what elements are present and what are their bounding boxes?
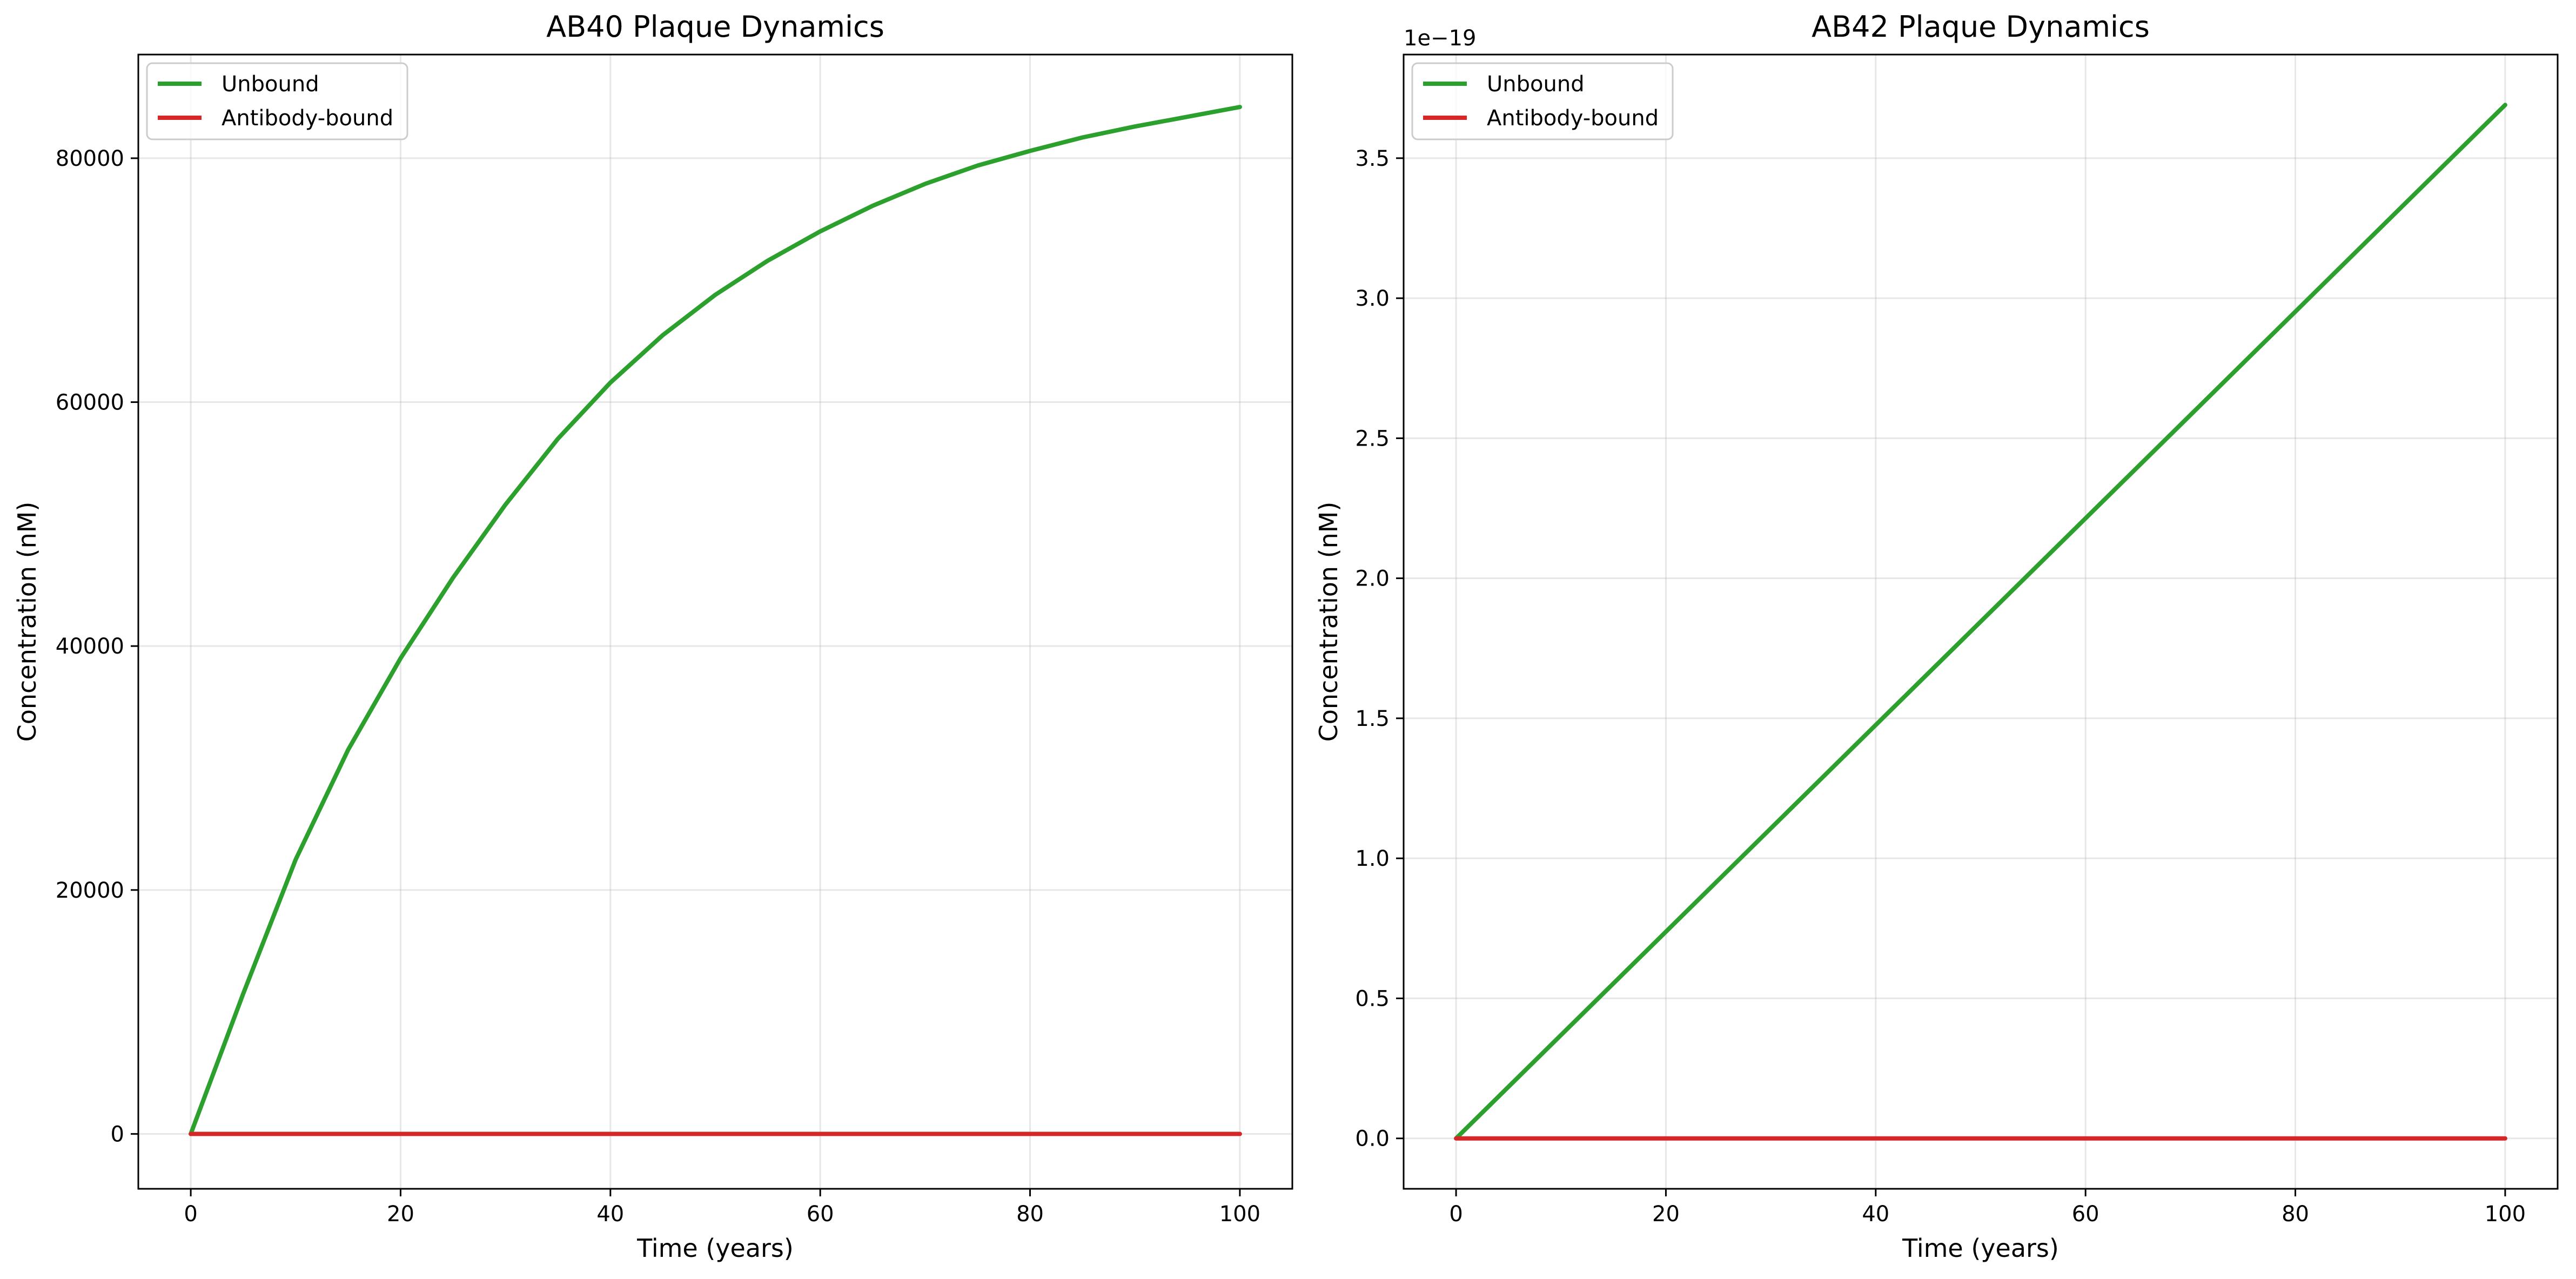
x-tick-label: 0 (184, 1202, 197, 1227)
y-axis-label: Concentration (nM) (12, 502, 42, 742)
series-line-unbound (1454, 103, 2507, 1141)
y-tick-label: 40000 (56, 634, 124, 659)
ab42-panel: 0 20 40 60 80 100 0.0 0.5 1.0 1.5 2.0 2.5 3.0 3.5 AB4… (1314, 10, 2559, 1263)
y-tick-label: 3.5 (1355, 146, 1390, 171)
x-tick-label: 20 (387, 1202, 414, 1227)
plot-frame (1403, 53, 2559, 1190)
x-tick-label: 60 (2072, 1202, 2099, 1227)
x-tick-label: 100 (1219, 1202, 1260, 1227)
legend: Unbound Antibody-bound (1411, 62, 1674, 140)
chart-title: AB40 Plaque Dynamics (546, 10, 884, 44)
x-tick-label: 80 (1016, 1202, 1044, 1227)
legend-label-antibody-bound: Antibody-bound (222, 106, 393, 131)
y-tick-label: 3.0 (1355, 286, 1390, 311)
legend-box (146, 62, 408, 140)
x-tick-label: 40 (596, 1202, 624, 1227)
y-tick-label: 1.5 (1355, 706, 1390, 731)
x-axis-label: Time (years) (1902, 1234, 2059, 1263)
y-tick-label: 80000 (56, 146, 124, 171)
chart-title: AB42 Plaque Dynamics (1812, 10, 2150, 44)
legend-label-unbound: Unbound (1487, 72, 1585, 97)
y-tick-label: 1.0 (1355, 846, 1390, 871)
y-tick-label: 2.5 (1355, 426, 1390, 451)
y-tick-label: 20000 (56, 878, 124, 903)
x-tick-label: 20 (1652, 1202, 1680, 1227)
series-line-unbound (189, 105, 1242, 1136)
x-tick-label: 40 (1862, 1202, 1889, 1227)
y-offset-label: 1e−19 (1404, 26, 1476, 51)
x-tick-label: 100 (2485, 1202, 2526, 1227)
plot-frame (137, 53, 1293, 1190)
x-tick-label: 0 (1449, 1202, 1463, 1227)
legend: Unbound Antibody-bound (146, 62, 408, 140)
y-tick-label: 60000 (56, 391, 124, 415)
ab40-panel: 0 20 40 60 80 100 0 20000 40000 60000 80000 AB40 P… (12, 10, 1293, 1263)
y-tick-label: 2.0 (1355, 567, 1390, 591)
legend-label-unbound: Unbound (222, 72, 319, 97)
y-tick-label: 0 (111, 1122, 124, 1147)
legend-label-antibody-bound: Antibody-bound (1487, 106, 1659, 131)
x-axis-label: Time (years) (636, 1234, 794, 1263)
y-tick-label: 0.0 (1355, 1127, 1390, 1152)
legend-box (1411, 62, 1674, 140)
y-tick-label: 0.5 (1355, 986, 1390, 1011)
y-axis-label: Concentration (nM) (1314, 502, 1343, 742)
x-tick-label: 60 (807, 1202, 834, 1227)
x-tick-label: 80 (2282, 1202, 2309, 1227)
